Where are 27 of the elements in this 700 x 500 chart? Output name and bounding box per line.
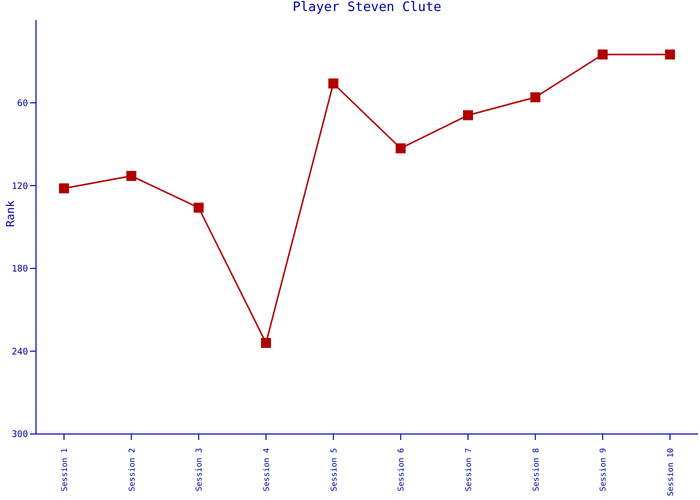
point bbox=[261, 338, 271, 348]
point bbox=[665, 50, 675, 60]
y-axis-title: Rank bbox=[4, 200, 17, 227]
x-tick-label: Session 4 bbox=[262, 448, 271, 492]
x-tick-label: Session 8 bbox=[531, 448, 540, 492]
y-tick-label: 180 bbox=[12, 264, 28, 275]
point bbox=[530, 92, 540, 102]
x-tick-label: Session 10 bbox=[666, 448, 675, 496]
y-tick-label: 240 bbox=[12, 347, 28, 358]
point bbox=[59, 183, 69, 194]
y-tick-label: 60 bbox=[17, 98, 28, 109]
chart-title: Player Steven Clute bbox=[292, 0, 442, 15]
x-tick-label: Session 5 bbox=[329, 448, 338, 492]
point bbox=[396, 143, 406, 154]
x-tick-label: Session 6 bbox=[396, 448, 406, 492]
x-tick-label: Session 1 bbox=[60, 448, 69, 492]
x-tick-label: Session 2 bbox=[127, 448, 136, 492]
y-tick-label: 120 bbox=[12, 182, 28, 192]
y-tick-label: 300 bbox=[12, 430, 28, 440]
point bbox=[328, 78, 338, 88]
point bbox=[126, 170, 136, 181]
x-tick-label: Session 7 bbox=[464, 448, 473, 492]
point bbox=[463, 110, 473, 120]
point bbox=[598, 50, 608, 60]
x-tick-label: Session 9 bbox=[598, 448, 608, 492]
point bbox=[194, 202, 204, 213]
x-tick-label: Session 3 bbox=[194, 448, 204, 492]
